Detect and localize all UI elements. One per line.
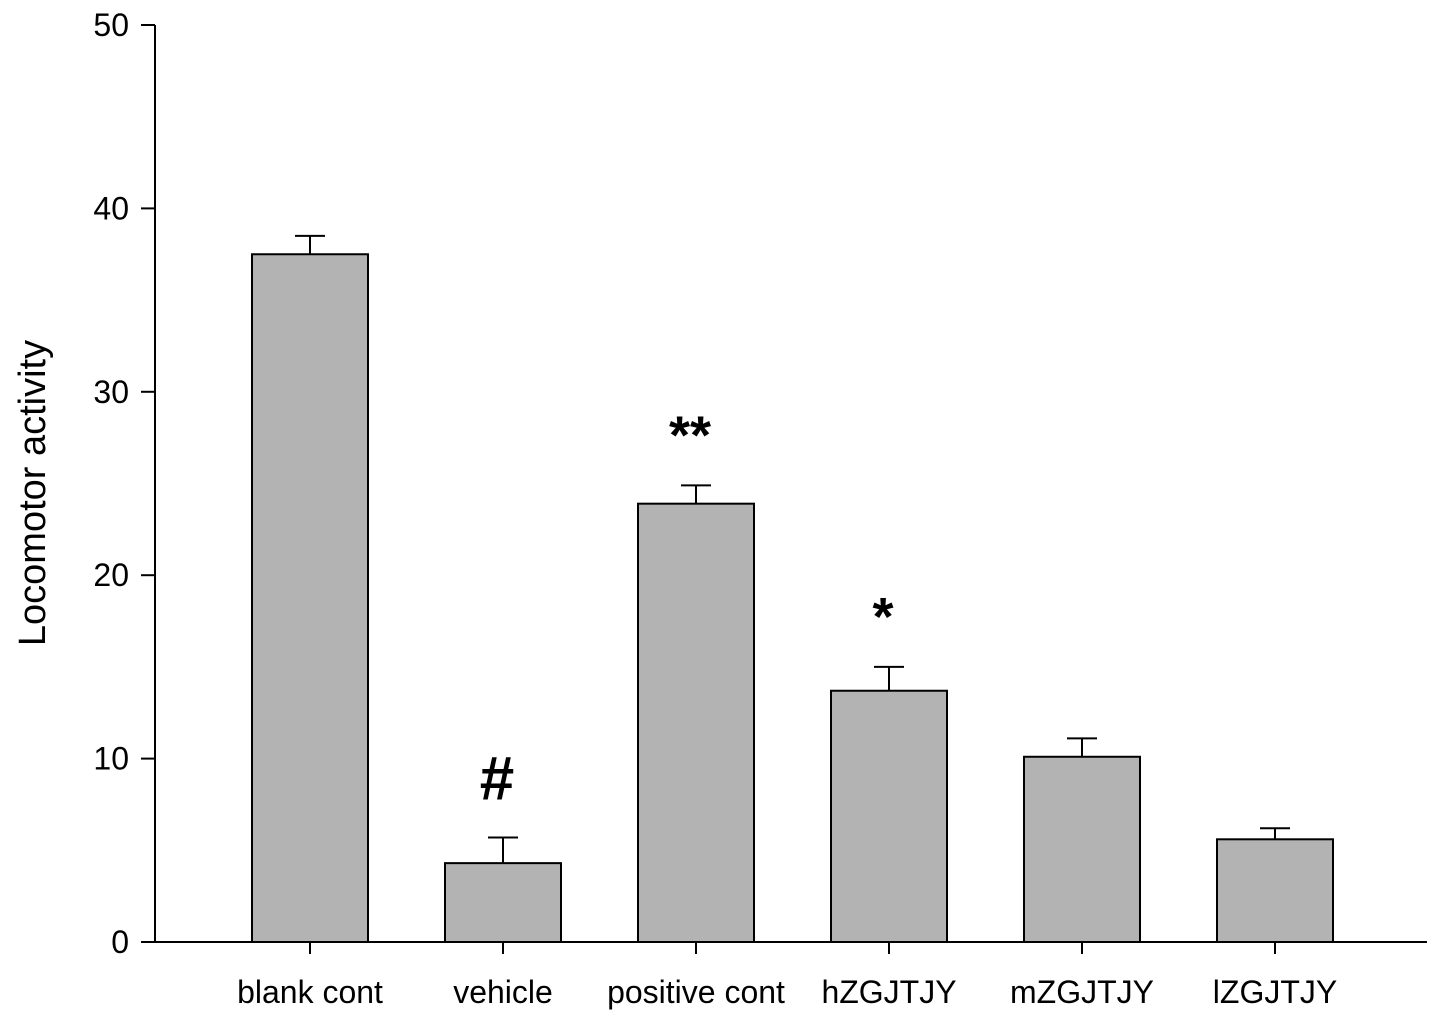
y-tick-label: 0: [111, 924, 129, 960]
y-tick-label: 40: [93, 190, 129, 226]
bar: [1023, 755, 1141, 943]
x-tick-label: hZGJTJY: [821, 974, 956, 1010]
bar: [444, 862, 562, 943]
bars: [251, 253, 1334, 944]
bar: [251, 253, 369, 943]
significance-annotation: **: [669, 405, 711, 465]
y-tick-label: 30: [93, 374, 129, 410]
y-axis-ticks: 0 10 20 30 40 50: [93, 7, 155, 960]
y-tick-label: 20: [93, 557, 129, 593]
bar: [830, 689, 948, 943]
significance-annotation: *: [872, 587, 893, 647]
significance-annotation: #: [480, 744, 514, 813]
x-tick-label: lZGJTJY: [1213, 974, 1337, 1010]
significance-annotations: #***: [480, 405, 894, 813]
bar: [637, 502, 755, 943]
x-tick-label: positive cont: [607, 974, 785, 1010]
y-tick-label: 50: [93, 7, 129, 43]
x-axis-labels: blank cont vehicle positive cont hZGJTJY mZG…: [237, 942, 1337, 1010]
x-tick-label: vehicle: [453, 974, 553, 1010]
x-tick-label: mZGJTJY: [1010, 974, 1154, 1010]
bar: [1216, 838, 1334, 944]
x-tick-label: blank cont: [237, 974, 383, 1010]
error-bars: [295, 234, 1290, 864]
y-axis-title: Locomotor activity: [12, 340, 54, 646]
y-tick-label: 10: [93, 741, 129, 777]
